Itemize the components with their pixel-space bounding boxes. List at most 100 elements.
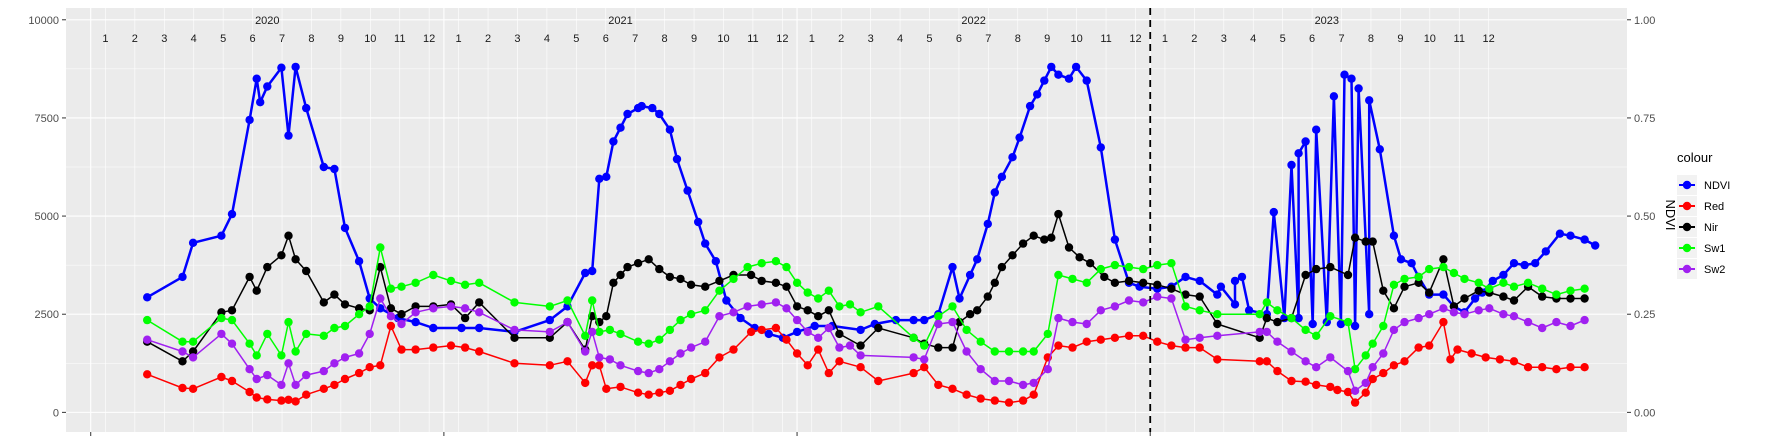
data-point-ndvi xyxy=(188,238,198,247)
data-point-nir xyxy=(955,317,964,327)
data-point-sw1 xyxy=(340,321,350,331)
data-point-ndvi xyxy=(291,62,300,72)
month-label: 9 xyxy=(1044,33,1050,45)
data-point-ndvi xyxy=(1033,90,1042,99)
data-point-ndvi xyxy=(581,268,590,278)
data-point-nir xyxy=(1414,278,1423,287)
data-point-nir xyxy=(1580,294,1589,303)
data-point-ndvi xyxy=(665,125,675,134)
data-point-red xyxy=(616,382,625,392)
data-point-red xyxy=(1195,343,1204,352)
data-point-sw2 xyxy=(365,329,374,339)
data-point-sw1 xyxy=(446,276,456,286)
data-point-ndvi xyxy=(1230,300,1240,309)
data-point-ndvi xyxy=(1301,137,1310,146)
data-point-red xyxy=(411,345,420,354)
data-point-ndvi xyxy=(1071,62,1081,72)
data-point-nir xyxy=(965,310,975,319)
data-point-sw1 xyxy=(319,331,328,340)
series-sw1 xyxy=(143,243,1589,374)
data-point-sw2 xyxy=(856,351,865,360)
data-point-sw1 xyxy=(1368,339,1377,348)
data-point-ndvi xyxy=(245,115,254,125)
series-sw2 xyxy=(143,292,1589,395)
data-point-red xyxy=(263,395,272,404)
data-point-sw1 xyxy=(1312,331,1321,340)
y-left-tick-label: 7500 xyxy=(35,113,59,125)
data-point-sw1 xyxy=(1509,282,1519,291)
legend-label-red: Red xyxy=(1704,201,1724,213)
data-point-sw2 xyxy=(1312,363,1321,372)
month-label: 3 xyxy=(514,33,520,45)
data-point-sw2 xyxy=(616,361,625,370)
data-point-ndvi xyxy=(475,323,484,333)
data-point-nir xyxy=(1301,270,1310,280)
data-point-ndvi xyxy=(1396,255,1406,264)
data-point-ndvi xyxy=(891,315,901,325)
data-point-nir xyxy=(835,329,844,339)
data-point-ndvi xyxy=(1287,160,1296,170)
data-point-nir xyxy=(1139,278,1148,287)
data-point-ndvi xyxy=(623,109,632,119)
data-point-sw2 xyxy=(1287,347,1296,356)
data-point-ndvi xyxy=(1312,125,1321,134)
data-point-sw2 xyxy=(376,294,385,303)
data-point-ndvi xyxy=(319,162,328,172)
data-point-red xyxy=(252,393,261,402)
data-point-sw2 xyxy=(633,366,643,376)
data-point-sw1 xyxy=(1389,280,1399,289)
data-point-red xyxy=(365,363,374,372)
data-point-nir xyxy=(983,292,992,301)
data-point-sw1 xyxy=(1110,260,1120,270)
data-point-ndvi xyxy=(545,315,554,325)
data-point-ndvi xyxy=(1195,276,1204,286)
data-point-sw1 xyxy=(291,347,300,356)
data-point-nir xyxy=(1040,235,1049,244)
data-point-sw2 xyxy=(1460,310,1469,319)
data-point-red xyxy=(277,396,286,405)
data-point-sw1 xyxy=(835,302,844,311)
data-point-ndvi xyxy=(655,109,664,119)
data-point-red xyxy=(1481,353,1490,362)
data-point-ndvi xyxy=(1329,92,1339,101)
data-point-nir xyxy=(1312,264,1321,274)
data-point-sw2 xyxy=(803,327,812,337)
data-point-sw1 xyxy=(948,302,957,311)
data-point-red xyxy=(874,376,883,386)
data-point-sw1 xyxy=(1124,262,1134,272)
data-point-sw1 xyxy=(227,315,237,325)
data-point-sw2 xyxy=(1124,296,1134,305)
data-point-nir xyxy=(1008,251,1017,260)
data-point-sw2 xyxy=(340,353,350,362)
month-label: 6 xyxy=(956,33,962,45)
data-point-sw2 xyxy=(1054,313,1063,323)
data-point-ndvi xyxy=(1591,241,1600,250)
data-point-nir xyxy=(990,278,999,287)
y-right-tick-label: 0.50 xyxy=(1634,211,1655,223)
data-point-ndvi xyxy=(701,239,710,248)
data-point-red xyxy=(1326,382,1335,392)
data-point-sw2 xyxy=(1167,294,1176,303)
data-point-sw2 xyxy=(143,335,152,344)
data-point-nir xyxy=(1350,233,1360,242)
data-point-sw1 xyxy=(429,270,438,280)
y-right-tick-label: 1.00 xyxy=(1634,15,1655,27)
month-label: 12 xyxy=(776,33,788,45)
data-point-ndvi xyxy=(1294,149,1303,158)
data-point-red xyxy=(1509,357,1519,366)
data-point-nir xyxy=(1460,294,1469,303)
data-point-ndvi xyxy=(1064,74,1074,83)
data-point-sw2 xyxy=(227,339,237,348)
data-point-nir xyxy=(1153,280,1162,289)
data-point-sw2 xyxy=(1029,378,1038,388)
data-point-sw1 xyxy=(1195,306,1204,315)
data-point-sw2 xyxy=(771,298,781,307)
data-point-sw1 xyxy=(1167,259,1176,268)
data-point-red xyxy=(1301,377,1310,386)
month-label: 8 xyxy=(1368,33,1374,45)
data-point-nir xyxy=(623,262,632,272)
data-point-sw1 xyxy=(1153,260,1162,270)
data-point-ndvi xyxy=(1520,260,1529,270)
legend-label-sw1: Sw1 xyxy=(1704,243,1725,255)
data-point-ndvi xyxy=(1365,96,1374,105)
